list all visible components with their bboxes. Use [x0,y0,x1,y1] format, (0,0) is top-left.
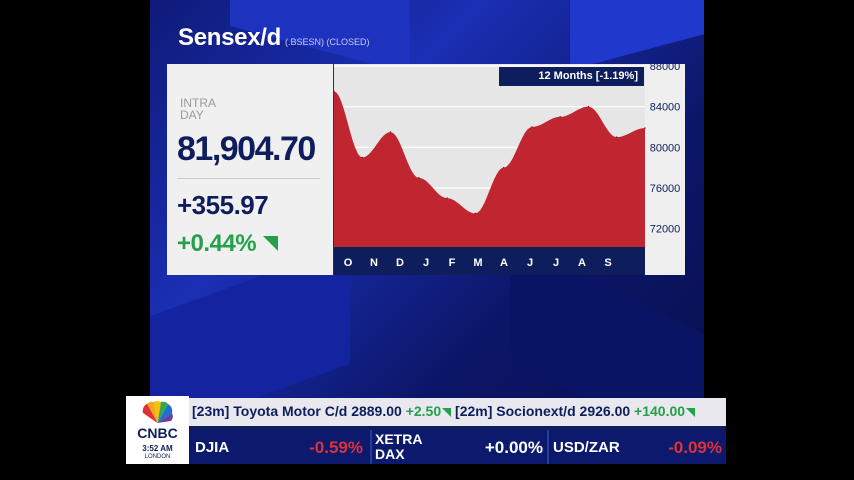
index-item-dax: XETRA DAX +0.00% [372,430,546,464]
page-subtitle: (.BSESN) (CLOSED) [285,37,370,47]
price-change: +355.97 [177,190,269,220]
index-item-usdzar: USD/ZAR -0.09% [549,430,726,464]
brand-name: CNBC [137,425,178,441]
x-tick-label: J [553,257,559,269]
ticker-name: Toyota Motor C/d [233,403,348,419]
ticker-items: [23m] Toyota Motor C/d 2889.00 +2.50 [22… [192,403,696,419]
divider [177,178,320,179]
index-value: -0.09% [668,438,722,457]
stock-ticker: [23m] Toyota Motor C/d 2889.00 +2.50 [22… [189,398,726,426]
x-axis-band [334,247,645,275]
divider [547,430,549,464]
index-value: -0.59% [309,438,363,457]
ticker-time: [23m] [192,403,230,419]
data-point [418,177,420,179]
x-tick-label: D [396,257,404,269]
intraday-label: INTRA DAY [180,96,216,122]
page-title: Sensex/d [178,24,281,51]
y-tick-label: 88000 [650,64,681,73]
y-tick-label: 76000 [650,183,681,195]
y-tick-label: 72000 [650,224,681,236]
clock-city: LONDON [144,454,171,460]
price-area-series [334,91,645,248]
index-item-djia: DJIA -0.59% [189,430,369,464]
y-tick-label: 84000 [650,102,681,114]
channel-logo: CNBC 3:52 AM LONDON [126,396,189,464]
data-point [389,131,392,133]
x-tick-label: O [344,257,353,269]
ticker-name: Socionext/d [496,403,576,419]
index-name: XETRA DAX [375,431,422,462]
triangle-up-icon [442,407,452,417]
triangle-up-icon [263,236,278,251]
peacock-icon [142,401,173,423]
x-tick-label: J [423,257,429,269]
y-tick-label: 80000 [650,142,681,154]
ticker-item: [23m] Toyota Motor C/d 2889.00 +2.50 [192,403,455,419]
bg-shape [570,0,704,71]
data-point [587,105,590,108]
quote-panel: INTRA DAY 81,904.70 +355.97 +0.44% [167,64,333,275]
price-chart: O N D J F M A J J A S 88000 84000 80000 76000 72000 [334,64,681,275]
data-point [531,126,533,128]
data-point [615,136,618,138]
ticker-time: [22m] [455,403,493,419]
index-price: 81,904.70 [177,130,316,168]
ticker-change: +2.50 [405,403,442,419]
x-tick-label: M [473,257,482,269]
data-point [334,90,335,93]
x-tick-label: F [449,257,456,269]
clock-time: 3:52 AM [142,444,173,453]
triangle-up-icon [686,407,696,417]
data-point [559,116,561,118]
index-value: +0.00% [484,438,543,457]
x-tick-label: J [527,257,533,269]
divider [370,430,372,464]
chart-panel: O N D J F M A J J A S 88000 84000 80000 76000 72000 12 … [334,64,685,275]
data-point [361,156,364,159]
ticker-separator [189,426,726,430]
index-bar: DJIA -0.59% XETRA DAX +0.00% USD/ZAR -0.… [189,430,726,464]
percent-change: +0.44% [177,230,257,257]
ticker-change: +140.00 [634,403,686,419]
x-tick-label: N [370,257,378,269]
data-point [644,127,646,129]
x-tick-label: S [604,257,611,269]
index-name: DJIA [195,439,230,456]
ticker-item: [22m] Socionext/d 2926.00 +140.00 [455,403,696,419]
data-point [474,212,477,215]
x-tick-label: A [578,257,586,269]
x-tick-label: A [500,257,508,269]
data-point [502,166,505,169]
period-label: 12 Months [-1.19%] [499,67,644,86]
ticker-price: 2926.00 [579,403,631,419]
ticker-price: 2889.00 [351,403,402,419]
data-point [446,197,448,199]
index-name: USD/ZAR [553,439,620,456]
